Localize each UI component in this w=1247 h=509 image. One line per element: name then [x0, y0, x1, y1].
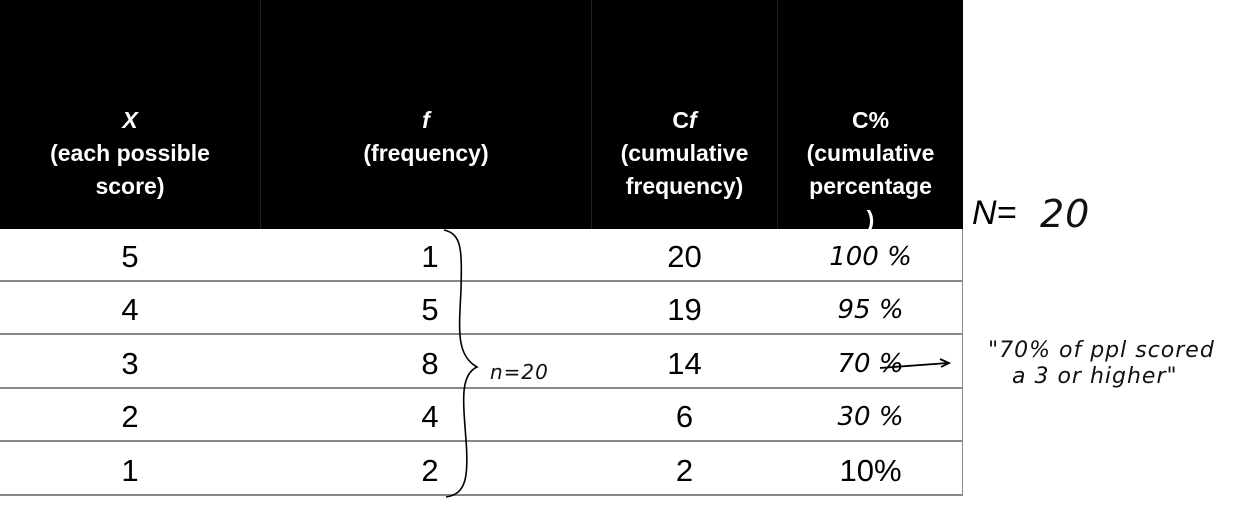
header-x: X (each possible score) [0, 0, 260, 229]
cell-x: 3 [121, 345, 139, 381]
header-x-line: (each possible [50, 140, 210, 166]
arrow-icon [879, 358, 952, 369]
cell-f: 4 [421, 399, 439, 435]
cell-cf: 14 [667, 345, 702, 381]
total-value: 20 [1040, 192, 1091, 236]
cell-cpct: 10% [839, 452, 902, 488]
cell-cf: 20 [667, 239, 702, 274]
cell-f: 8 [421, 345, 439, 381]
header-f-line: (frequency) [363, 140, 489, 166]
cell-cpct: 95 % [837, 295, 904, 326]
header-f: f (frequency) [261, 0, 591, 229]
cell-x: 4 [121, 292, 139, 328]
cell-x: 1 [121, 452, 139, 488]
header-cpct: C% (cumulative percentage ) [778, 0, 963, 232]
header-cpct-line: percentage [809, 173, 932, 199]
header-cf-prefix: C [672, 107, 689, 133]
brace-label: n=20 [490, 360, 549, 384]
header-cf: Cf (cumulative frequency) [592, 0, 777, 229]
cell-cpct: 100 % [829, 242, 912, 272]
table-row: 4 5 19 95 % [0, 282, 963, 336]
table-row: 1 2 2 10% [0, 443, 963, 496]
header-x-symbol: X [122, 107, 138, 133]
header-cpct-line: (cumulative [806, 140, 935, 166]
cell-x: 5 [121, 239, 139, 274]
note-line-2: a 3 or higher" [1012, 364, 1178, 389]
header-cpct-symbol: C% [851, 107, 890, 133]
cell-x: 2 [121, 399, 139, 435]
table-row: 2 4 6 30 % [0, 389, 963, 443]
cell-f: 5 [421, 292, 439, 328]
cell-f: 1 [421, 239, 439, 274]
cell-cf: 19 [667, 292, 702, 328]
header-cf-line: (cumulative [620, 140, 749, 166]
header-cpct-line: ) [866, 206, 875, 232]
note-line-1: "70% of ppl scored [988, 338, 1215, 363]
header-cf-symbol: f [688, 107, 697, 133]
header-f-symbol: f [422, 107, 430, 133]
header-divider [591, 0, 592, 229]
header-divider [777, 0, 778, 229]
header-x-line: score) [95, 173, 165, 199]
table-right-border [962, 229, 963, 496]
table-row: 5 1 20 100 % [0, 229, 963, 282]
header-divider [260, 0, 261, 229]
brace-icon [443, 229, 479, 498]
total-label: N= [972, 194, 1017, 232]
cell-cpct: 30 % [837, 402, 904, 433]
cell-cpct: 70 % [837, 348, 904, 379]
header-cf-line: frequency) [625, 173, 744, 199]
cell-cf: 6 [675, 399, 694, 435]
cell-cf: 2 [675, 452, 694, 488]
table-row: 3 8 14 70 % [0, 336, 963, 389]
cell-f: 2 [421, 452, 439, 488]
